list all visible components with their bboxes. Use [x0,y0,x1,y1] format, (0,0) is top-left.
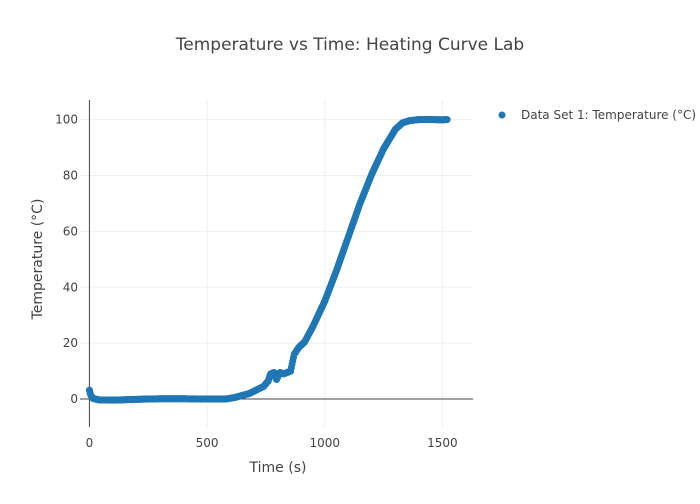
grid [80,100,473,427]
y-tick-label: 80 [63,168,78,182]
y-tick-label: 100 [55,113,78,127]
y-tick-label: 60 [63,224,78,238]
data-point [443,116,451,124]
y-tick-label: 40 [63,280,78,294]
x-tick-label: 0 [86,436,94,450]
x-axis-title: Time (s) [249,460,307,476]
chart-title: Temperature vs Time: Heating Curve Lab [175,35,524,55]
data-points [85,116,451,404]
legend-marker [498,111,506,119]
x-tick-label: 1500 [427,436,458,450]
y-axis-title: Temperature (°C) [30,199,46,321]
x-tick-label: 1000 [309,436,340,450]
tick-labels: 0 500 1000 1500 0 20 40 60 80 100 [55,113,458,450]
y-tick-label: 20 [63,336,78,350]
legend[interactable]: Data Set 1: Temperature (°C) [498,108,697,122]
y-tick-label: 0 [70,392,78,406]
legend-label: Data Set 1: Temperature (°C) [521,108,696,122]
x-tick-label: 500 [196,436,219,450]
